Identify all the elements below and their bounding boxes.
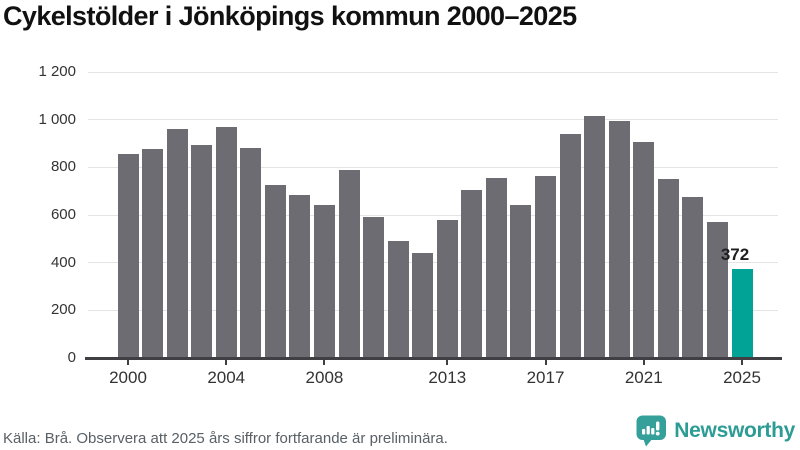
bar-2007 [289, 194, 311, 358]
y-axis-tick-label: 0 [67, 349, 76, 366]
bar-2000 [117, 154, 139, 358]
y-axis-tick-label: 200 [50, 301, 76, 319]
bar-2020 [608, 120, 630, 358]
bar-2014 [461, 189, 483, 358]
bar-2010 [363, 217, 385, 358]
x-axis-tick-mark [544, 360, 547, 365]
bar-2001 [142, 149, 164, 358]
y-axis-tick-label: 600 [50, 206, 76, 223]
bar-2002 [166, 129, 188, 358]
y-axis-tick-label: 1 000 [38, 110, 76, 128]
x-axis-tick-label: 2021 [624, 368, 663, 387]
x-axis-tick-label: 2013 [428, 368, 467, 387]
highlight-value-label: 372 [720, 245, 750, 265]
y-axis-tick-label: 400 [50, 253, 76, 271]
x-axis-tick-label: 2000 [109, 368, 147, 387]
bar-2006 [264, 185, 286, 358]
source-note: Källa: Brå. Observera att 2025 års siffr… [3, 430, 448, 447]
y-axis-tick-label: 1 200 [38, 63, 76, 80]
newsworthy-logo: Newsworthy [636, 415, 795, 447]
brand-name: Newsworthy [674, 419, 795, 442]
bar-2021 [633, 142, 655, 358]
bar-2019 [584, 116, 606, 358]
x-axis-tick-mark [642, 360, 645, 365]
bar-2018 [559, 133, 581, 358]
bar-2015 [485, 178, 507, 358]
x-axis-tick-label: 2008 [305, 368, 344, 387]
bar-2022 [657, 179, 679, 358]
x-axis-tick-label: 2025 [723, 368, 761, 387]
bar-2004 [215, 126, 237, 358]
x-axis-tick-mark [446, 360, 449, 365]
y-axis-tick-label: 800 [50, 158, 76, 176]
bar-2011 [387, 241, 409, 358]
bar-2017 [535, 175, 557, 358]
bar-2003 [191, 144, 213, 358]
x-axis-line [85, 357, 782, 360]
gridline-800 [88, 166, 778, 168]
x-axis-tick-mark [225, 360, 228, 365]
x-axis-tick-mark [741, 360, 743, 365]
bar-2008 [313, 205, 335, 358]
bar-2025 [731, 269, 753, 358]
bar-2005 [240, 148, 262, 358]
gridline-1200 [88, 71, 778, 73]
bar-2012 [412, 253, 434, 358]
bar-2009 [338, 169, 360, 358]
bar-2016 [510, 205, 532, 358]
x-axis-tick-mark [127, 360, 129, 365]
gridline-600 [88, 214, 778, 216]
x-axis-tick-mark [323, 360, 326, 365]
bar-2013 [436, 219, 458, 358]
bar-2023 [682, 197, 704, 358]
newsworthy-speech-bubble-chart-icon [636, 415, 667, 447]
chart-title: Cykelstölder i Jönköpings kommun 2000–20… [3, 1, 577, 31]
bar-2024 [706, 222, 728, 358]
x-axis-tick-label: 2004 [207, 368, 246, 387]
gridline-1000 [88, 119, 778, 121]
x-axis-tick-label: 2017 [526, 368, 565, 387]
